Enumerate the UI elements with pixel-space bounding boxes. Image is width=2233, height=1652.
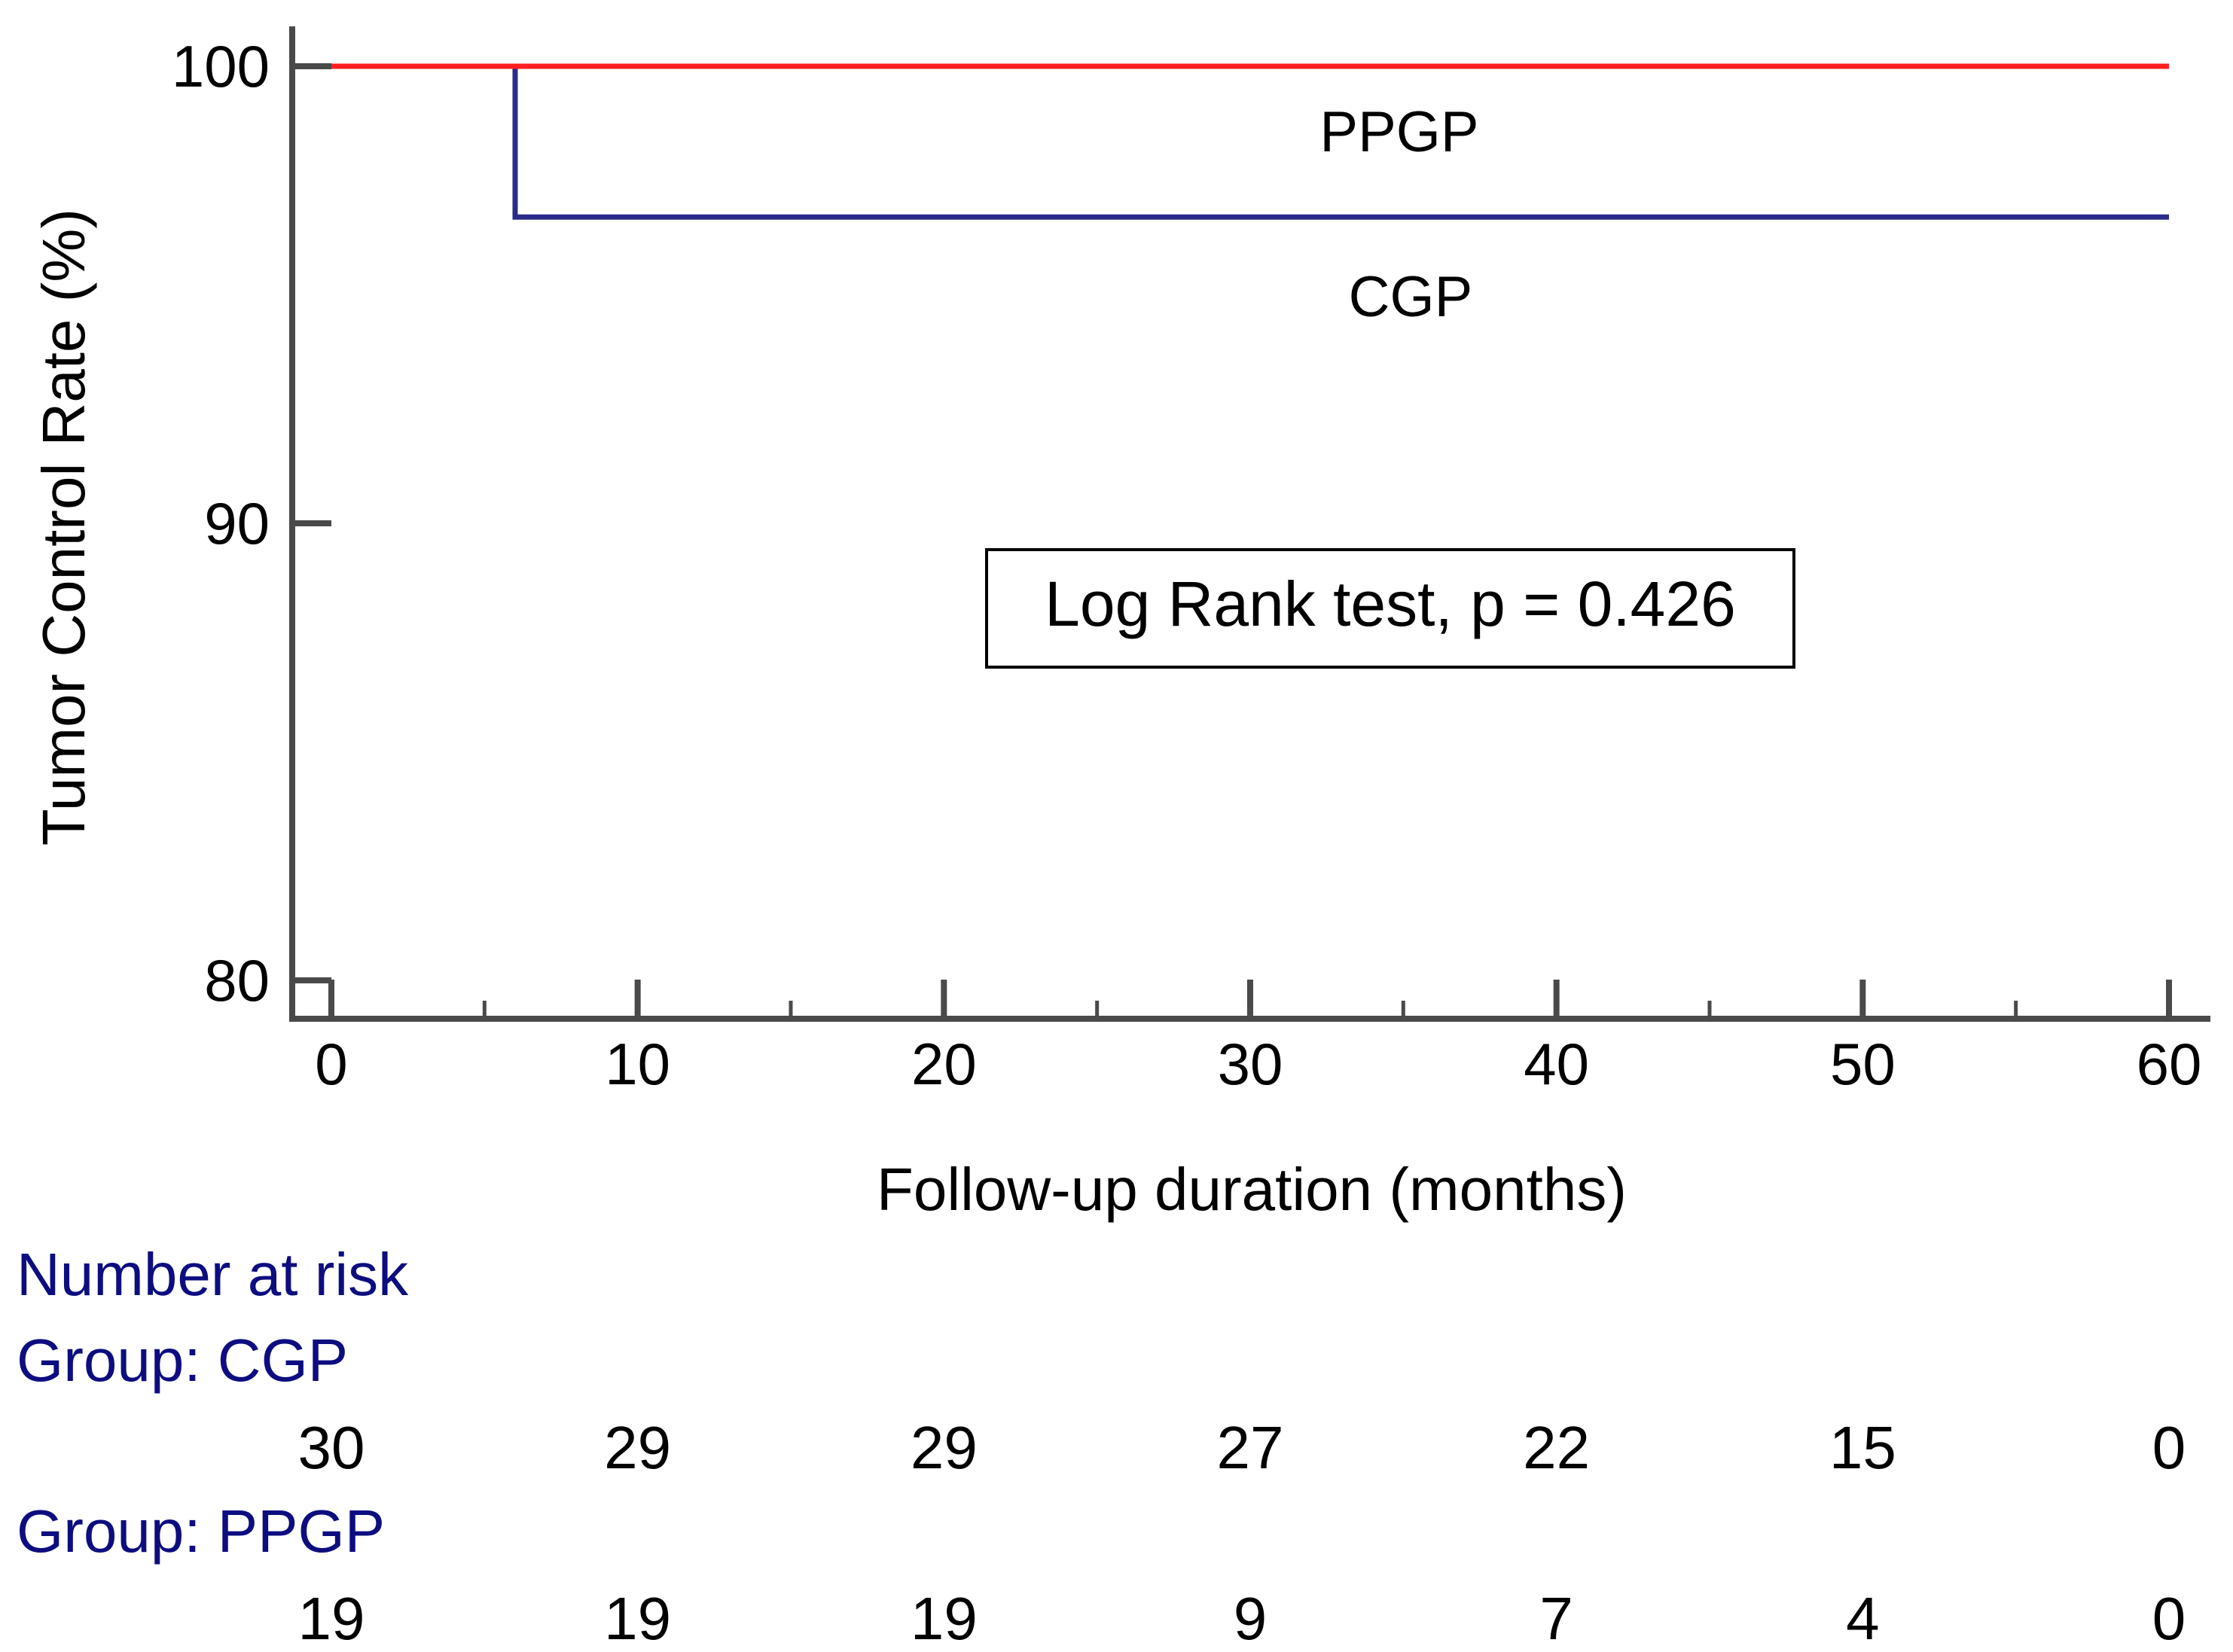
y-tick-label: 80 [204, 947, 270, 1013]
x-axis-title: Follow-up duration (months) [877, 1156, 1627, 1223]
x-tick-label: 0 [315, 1031, 347, 1097]
labels-layer: PPGP CGP Log Rank test, p = 0.426 Follow… [30, 100, 1795, 1223]
y-tick-label: 90 [204, 490, 270, 556]
x-tick-label: 50 [1830, 1031, 1896, 1097]
risk-value-ppgp: 19 [298, 1585, 365, 1652]
log-rank-annotation: Log Rank test, p = 0.426 [1045, 568, 1736, 639]
x-tick-label: 30 [1218, 1031, 1283, 1097]
y-tick-label: 100 [172, 33, 270, 99]
annotation-box [985, 548, 1795, 669]
risk-value-ppgp: 19 [911, 1585, 978, 1652]
series-layer [331, 63, 2169, 220]
risk-value-ppgp: 4 [1846, 1585, 1880, 1652]
axes: 80 90 100 0 10 20 30 40 50 60 [172, 26, 2210, 1097]
risk-value-cgp: 0 [2152, 1414, 2186, 1481]
risk-table-title: Number at risk [17, 1241, 409, 1308]
y-axis-title: Tumor Control Rate (%) [30, 209, 97, 846]
risk-value-ppgp: 9 [1234, 1585, 1268, 1652]
x-tick-label: 20 [911, 1031, 977, 1097]
risk-table: Number at risk Group: CGP Group: PPGP 30… [17, 1241, 2186, 1652]
risk-value-cgp: 29 [911, 1414, 978, 1481]
risk-value-cgp: 30 [298, 1414, 365, 1481]
x-tick-label: 10 [605, 1031, 670, 1097]
risk-value-cgp: 22 [1523, 1414, 1590, 1481]
risk-value-ppgp: 0 [2152, 1585, 2186, 1652]
risk-value-ppgp: 7 [1539, 1585, 1573, 1652]
series-line-cgp [331, 63, 2169, 220]
risk-value-cgp: 29 [604, 1414, 671, 1481]
risk-value-ppgp: 19 [604, 1585, 671, 1652]
series-label-cgp: CGP [1349, 265, 1473, 329]
x-tick-label: 60 [2137, 1031, 2202, 1097]
risk-group-label-ppgp: Group: PPGP [17, 1498, 385, 1565]
x-tick-label: 40 [1524, 1031, 1589, 1097]
risk-value-cgp: 27 [1217, 1414, 1284, 1481]
series-label-ppgp: PPGP [1319, 100, 1478, 164]
risk-group-label-cgp: Group: CGP [17, 1327, 348, 1394]
risk-value-cgp: 15 [1829, 1414, 1896, 1481]
